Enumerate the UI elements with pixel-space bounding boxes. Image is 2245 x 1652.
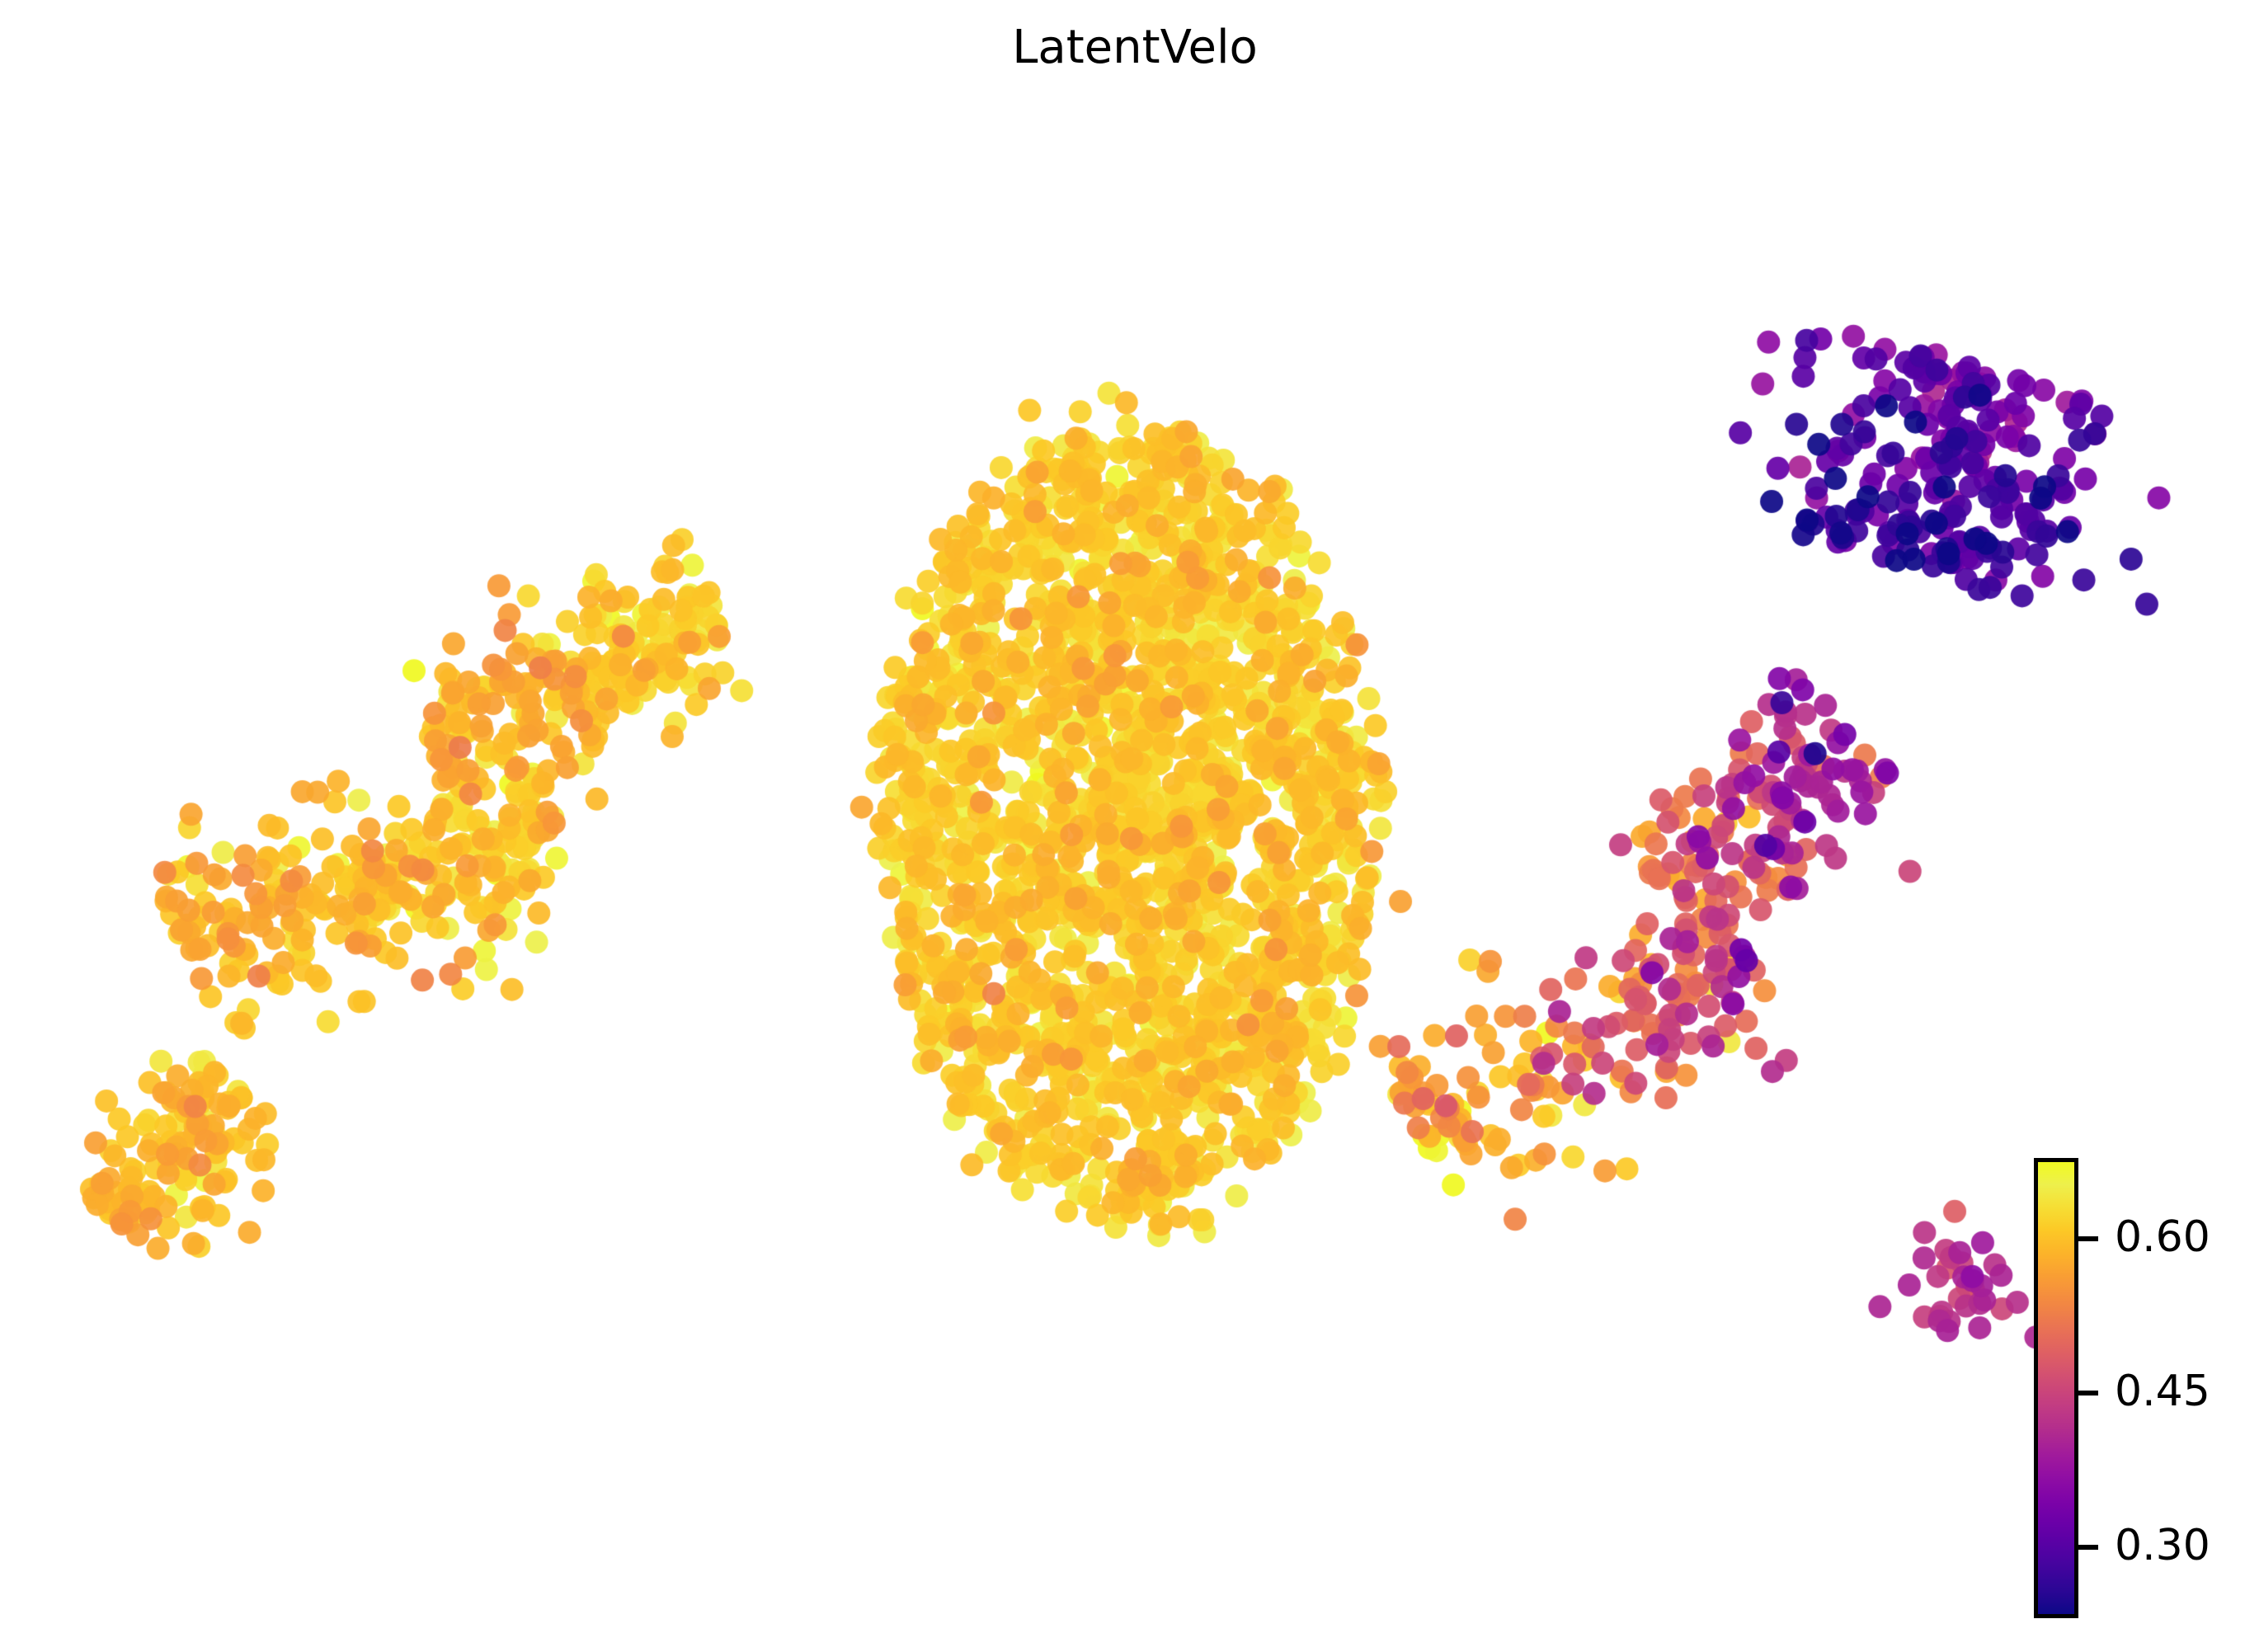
colorbar-tick-label: 0.45 — [2115, 1367, 2210, 1417]
latent-time-colorbar: 0.60 0.45 0.30 — [2034, 1158, 2245, 1621]
colorbar-gradient-bar — [2034, 1158, 2078, 1618]
colorbar-tick-mark — [2078, 1391, 2098, 1396]
colorbar-tick-label: 0.30 — [2115, 1521, 2210, 1571]
colorbar-tick-label: 0.60 — [2115, 1212, 2210, 1263]
colorbar-tick-mark — [2078, 1545, 2098, 1551]
colorbar-tick-mark — [2078, 1236, 2098, 1242]
